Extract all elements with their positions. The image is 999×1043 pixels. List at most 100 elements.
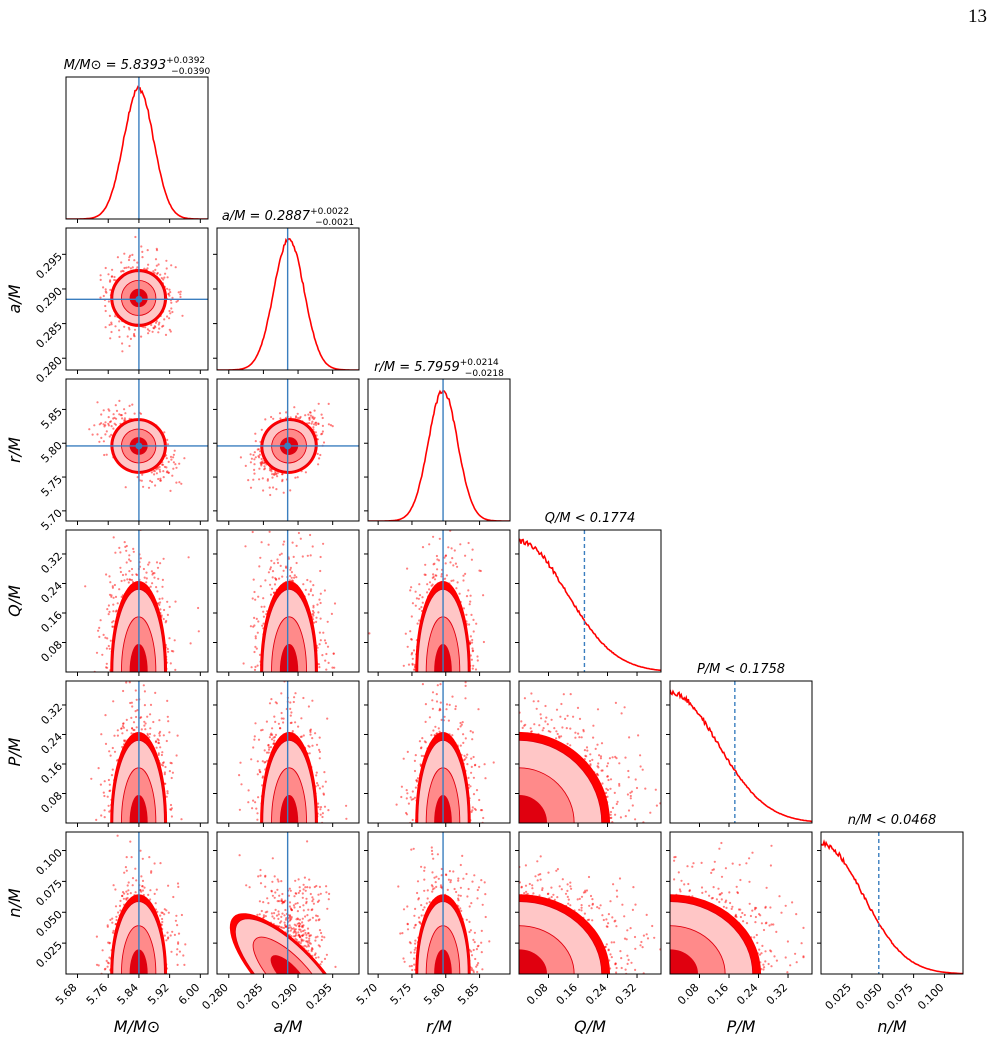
panel-P-Q xyxy=(515,680,662,827)
panel-frame xyxy=(65,227,209,371)
y-tick-label-P: 0.32 xyxy=(38,701,65,728)
x-axis-label-Q: Q/M xyxy=(574,1017,606,1036)
x-tick-label-M: 5.84 xyxy=(115,981,142,1008)
y-tick-label-r: 5.75 xyxy=(38,473,65,500)
panel-frame xyxy=(65,529,209,673)
x-tick-label-r: 5.70 xyxy=(354,981,381,1008)
x-tick-label-M: 5.68 xyxy=(53,981,80,1008)
x-tick-label-a: 0.295 xyxy=(303,981,334,1012)
y-axis-label-Q: Q/M xyxy=(5,585,24,617)
panel-Q-Q: Q/M < 0.1774 xyxy=(515,511,662,676)
marginal-title-r: r/M = 5.7959+0.0214 −0.0218 xyxy=(374,358,504,379)
y-tick-label-a: 0.285 xyxy=(33,319,64,350)
marginal-curve-n xyxy=(821,839,963,974)
y-tick-label-Q: 0.24 xyxy=(38,579,65,606)
x-axis-label-P: P/M xyxy=(727,1017,756,1036)
panel-frame xyxy=(65,378,209,522)
x-axis-label-M: M/M⊙ xyxy=(114,1017,160,1036)
x-tick-label-P: 0.16 xyxy=(705,981,732,1008)
x-tick-label-M: 5.92 xyxy=(145,981,172,1008)
panel-n-P: 0.08 0.16 0.24 0.32 xyxy=(666,831,813,1008)
panel-frame xyxy=(216,378,360,522)
y-tick-label-P: 0.24 xyxy=(38,730,65,757)
panel-frame xyxy=(367,529,511,673)
panel-frame xyxy=(518,529,662,673)
y-tick-label-n: 0.075 xyxy=(33,877,64,908)
x-tick-label-r: 5.80 xyxy=(421,981,448,1008)
panel-r-r: r/M = 5.7959+0.0214 −0.0218 xyxy=(364,358,511,525)
x-tick-label-n: 0.100 xyxy=(915,981,946,1012)
panel-r-M: 5.70 5.75 5.80 5.85 xyxy=(38,378,209,534)
contour-P-a-0 xyxy=(279,794,299,823)
y-axis-label-a: a/M xyxy=(5,284,24,313)
panel-frame xyxy=(669,831,813,975)
marginal-title-M: M/M⊙ = 5.8393+0.0392 −0.0390 xyxy=(64,56,211,77)
x-tick-label-a: 0.285 xyxy=(234,981,265,1012)
y-tick-label-Q: 0.08 xyxy=(38,638,65,665)
panel-M-M: M/M⊙ = 5.8393+0.0392 −0.0390 xyxy=(64,56,211,223)
panel-frame xyxy=(65,76,209,220)
y-tick-label-r: 5.85 xyxy=(38,405,65,432)
x-tick-label-n: 0.050 xyxy=(853,981,884,1012)
y-axis-label-r: r/M xyxy=(5,437,24,463)
panel-frame xyxy=(216,529,360,673)
y-tick-label-a: 0.290 xyxy=(33,285,64,316)
x-tick-label-Q: 0.24 xyxy=(583,981,610,1008)
contour-Q-a-0 xyxy=(279,643,299,672)
y-tick-label-r: 5.80 xyxy=(38,439,65,466)
marginal-curve-P xyxy=(670,689,812,823)
panel-a-a: a/M = 0.2887+0.0022 −0.0021 xyxy=(213,207,360,374)
contour-P-Q-0 xyxy=(519,794,548,823)
y-tick-label-n: 0.050 xyxy=(33,908,64,939)
x-tick-label-a: 0.290 xyxy=(269,981,300,1012)
x-axis-label-r: r/M xyxy=(426,1017,452,1036)
y-tick-label-a: 0.295 xyxy=(33,250,64,281)
panel-frame xyxy=(669,680,813,824)
marginal-title-n: n/M < 0.0468 xyxy=(848,813,936,828)
x-tick-label-n: 0.075 xyxy=(884,981,915,1012)
panel-frame xyxy=(367,378,511,522)
x-tick-label-Q: 0.16 xyxy=(554,981,581,1008)
y-tick-label-P: 0.16 xyxy=(38,760,65,787)
panel-frame xyxy=(367,680,511,824)
y-tick-label-Q: 0.32 xyxy=(38,550,65,577)
page-number: 13 xyxy=(968,6,987,27)
panel-Q-r xyxy=(364,529,511,676)
x-tick-label-r: 5.75 xyxy=(388,981,415,1008)
panel-n-a: 0.280 0.285 0.290 0.295 xyxy=(199,831,360,1012)
panel-Q-a xyxy=(213,529,360,676)
panel-n-r: 5.70 5.75 5.80 5.85 xyxy=(354,831,511,1008)
panel-P-M: 0.080.16 0.240.32 xyxy=(38,680,209,827)
panel-frame xyxy=(518,680,662,824)
panel-frame xyxy=(518,831,662,975)
y-tick-label-n: 0.025 xyxy=(33,939,64,970)
x-tick-label-Q: 0.32 xyxy=(613,981,640,1008)
x-tick-label-P: 0.24 xyxy=(734,981,761,1008)
panel-r-a xyxy=(213,378,360,525)
x-axis-label-a: a/M xyxy=(274,1017,303,1036)
panel-n-n: n/M < 0.0468 0.025 0.050 0.075 0.100 xyxy=(817,813,964,1012)
panel-frame xyxy=(65,680,209,824)
x-axis-label-n: n/M xyxy=(877,1017,907,1036)
marginal-curve-r xyxy=(368,389,510,521)
y-tick-label-r: 5.70 xyxy=(38,507,65,534)
x-tick-label-n: 0.025 xyxy=(823,981,854,1012)
y-tick-label-n: 0.100 xyxy=(33,846,64,877)
panel-frame xyxy=(216,831,360,975)
panel-P-P: P/M < 0.1758 xyxy=(666,662,813,827)
y-axis-label-P: P/M xyxy=(5,737,24,766)
panel-frame xyxy=(367,831,511,975)
panel-n-Q: 0.08 0.16 0.24 0.32 xyxy=(515,831,662,1008)
y-tick-label-Q: 0.16 xyxy=(38,609,65,636)
panel-P-a xyxy=(213,680,360,827)
panel-frame xyxy=(820,831,964,975)
panel-frame xyxy=(65,831,209,975)
y-tick-label-P: 0.08 xyxy=(38,789,65,816)
y-tick-label-a: 0.280 xyxy=(33,354,64,385)
marginal-curve-M xyxy=(66,85,208,219)
x-tick-label-a: 0.280 xyxy=(199,981,230,1012)
panel-P-r xyxy=(364,680,511,827)
